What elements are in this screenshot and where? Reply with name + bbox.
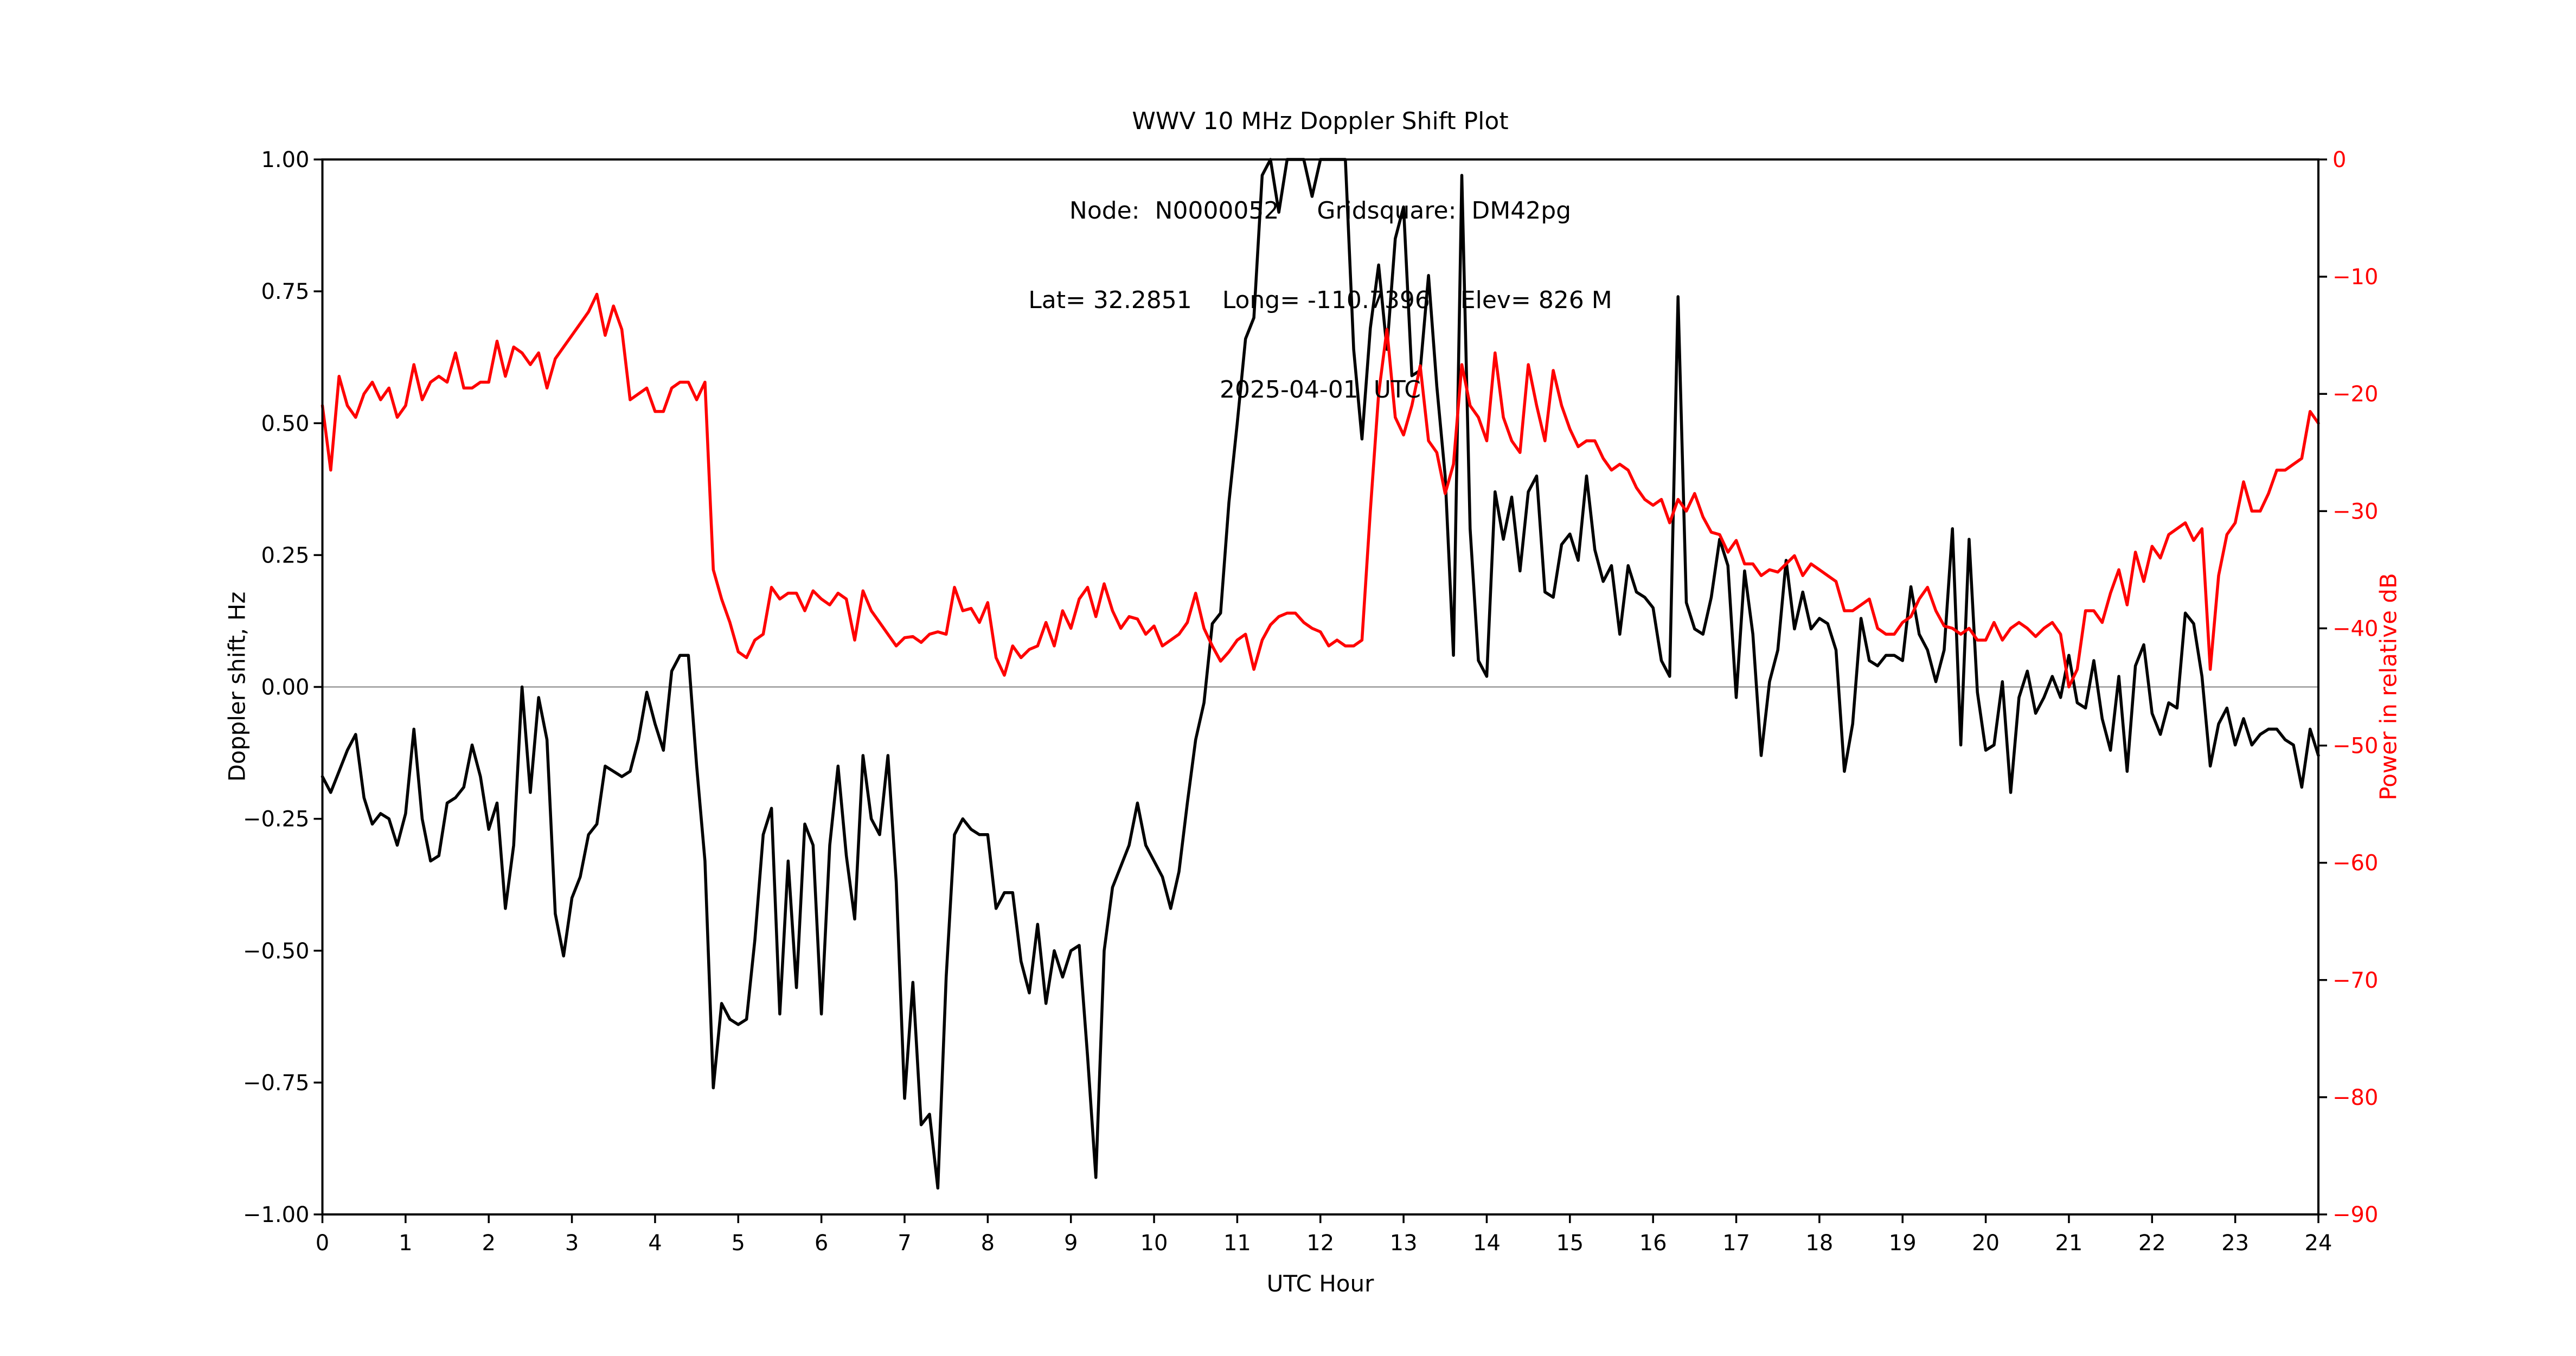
- left-tick-label: −0.75: [243, 1071, 310, 1096]
- x-tick-label: 0: [316, 1231, 329, 1256]
- left-tick-label: −0.50: [243, 939, 310, 964]
- x-tick-label: 20: [1972, 1231, 2000, 1256]
- left-tick-label: 1.00: [261, 148, 309, 172]
- right-tick-label: −70: [2333, 968, 2378, 993]
- node-gridsquare-line: Node: N0000052 Gridsquare: DM42pg: [1069, 197, 1572, 225]
- x-tick-label: 8: [981, 1231, 995, 1256]
- right-axis-title: Power in relative dB: [2375, 573, 2402, 801]
- x-tick-label: 22: [2138, 1231, 2166, 1256]
- date-utc-line: 2025-04-01 UTC: [1220, 376, 1421, 404]
- lat-long-elev-line: Lat= 32.2851 Long= -110.7396 Elev= 826 M: [1028, 286, 1612, 314]
- x-tick-label: 5: [732, 1231, 745, 1256]
- right-tick-label: −80: [2333, 1085, 2378, 1110]
- x-tick-label: 9: [1064, 1231, 1078, 1256]
- x-tick-label: 10: [1140, 1231, 1168, 1256]
- x-tick-label: 18: [1805, 1231, 1833, 1256]
- x-tick-label: 12: [1306, 1231, 1334, 1256]
- x-tick-label: 17: [1722, 1231, 1750, 1256]
- power-series-line: [321, 292, 2320, 689]
- x-tick-label: 24: [2305, 1231, 2333, 1256]
- x-tick-label: 2: [482, 1231, 495, 1256]
- x-tick-label: 7: [898, 1231, 911, 1256]
- left-tick-label: −0.25: [243, 807, 310, 832]
- left-tick-label: 0.50: [261, 411, 309, 436]
- chart-layer: 0 1 2 3 4 5 6 7 8 9 10 11 12 13 14 15 16 17 18 19 20 21 22 23 24…: [243, 148, 2379, 1256]
- x-axis-title: UTC Hour: [1266, 1270, 1374, 1297]
- x-tick-label: 3: [565, 1231, 579, 1256]
- x-tick-label: 13: [1390, 1231, 1418, 1256]
- x-tick-label: 14: [1473, 1231, 1501, 1256]
- left-tick-label: 0.00: [261, 675, 309, 700]
- x-tick-label: 11: [1223, 1231, 1251, 1256]
- x-tick-label: 21: [2055, 1231, 2082, 1256]
- x-tick-label: 4: [648, 1231, 662, 1256]
- right-tick-label: −50: [2333, 734, 2378, 759]
- chart-title-block: WWV 10 MHz Doppler Shift Plot Node: N000…: [322, 47, 2318, 464]
- x-tick-label: 15: [1556, 1231, 1584, 1256]
- left-axis-title: Doppler shift, Hz: [223, 591, 251, 782]
- x-tick-label: 23: [2221, 1231, 2249, 1256]
- right-tick-label: −10: [2333, 265, 2378, 290]
- right-tick-label: −40: [2333, 616, 2378, 641]
- right-tick-label: −60: [2333, 851, 2378, 876]
- right-tick-label: −30: [2333, 499, 2378, 524]
- right-tick-label: −90: [2333, 1203, 2378, 1227]
- left-tick-label: −1.00: [243, 1203, 310, 1227]
- x-tick-label: 6: [815, 1231, 828, 1256]
- x-tick-label: 19: [1889, 1231, 1917, 1256]
- right-tick-label: 0: [2333, 148, 2346, 172]
- x-tick-label: 16: [1639, 1231, 1667, 1256]
- left-tick-label: 0.25: [261, 543, 309, 568]
- x-tick-label: 1: [399, 1231, 412, 1256]
- chart-title: WWV 10 MHz Doppler Shift Plot: [1132, 107, 1509, 135]
- right-tick-label: −20: [2333, 382, 2378, 407]
- left-tick-label: 0.75: [261, 279, 309, 304]
